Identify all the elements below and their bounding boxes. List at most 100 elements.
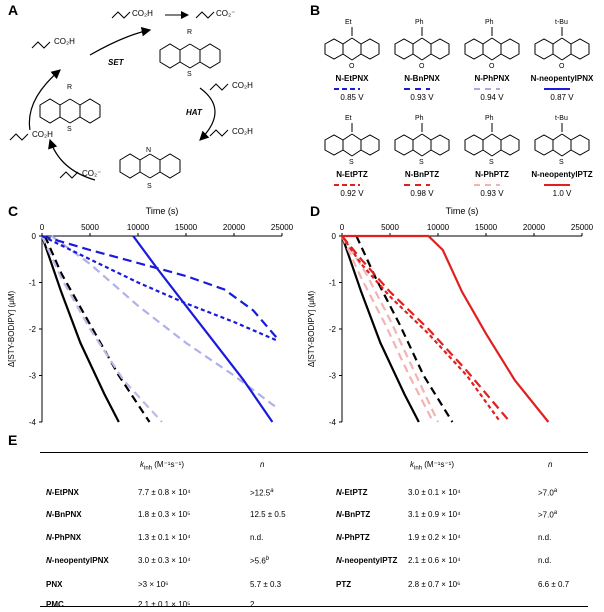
heteroatom-label: O xyxy=(349,63,355,70)
series-line-2 xyxy=(41,235,163,423)
svg-text:N: N xyxy=(146,147,151,154)
row-kinh: >3 × 10⁶ xyxy=(138,580,169,589)
acid-label-2: CO₂⁻ xyxy=(216,9,235,18)
row-name: PTZ xyxy=(336,580,352,589)
y-axis-label: Δ[STY-BODIPY] (μM) xyxy=(307,291,316,368)
row-kinh: 1.8 ± 0.3 × 10⁵ xyxy=(138,510,191,519)
molecule-name: N-BnPTZ xyxy=(404,170,440,179)
acid-label-1: CO₂H xyxy=(132,9,153,18)
y-tick-label: 0 xyxy=(32,232,37,241)
x-tick-label: 20000 xyxy=(523,223,546,232)
header-n-right: n xyxy=(548,460,553,469)
svg-text:R: R xyxy=(67,84,72,91)
molecule-7: t-Bu S xyxy=(534,115,590,166)
set-label: SET xyxy=(108,58,125,67)
header-kinh-right: kinh (M⁻¹s⁻¹) xyxy=(410,460,455,472)
svg-text:CO₂⁻: CO₂⁻ xyxy=(82,169,101,178)
row-n: n.d. xyxy=(538,556,552,565)
series-line-3 xyxy=(50,235,278,409)
table-bottom-rule xyxy=(40,606,588,607)
hat-label: HAT xyxy=(186,108,203,117)
row-n: >12.5a xyxy=(250,488,274,498)
y-axis-label: Δ[STY-BODIPY] (μM) xyxy=(7,291,16,368)
x-tick-label: 0 xyxy=(40,223,45,232)
substituent-label: t-Bu xyxy=(555,115,568,122)
oxidation-potential: 0.92 V xyxy=(340,189,364,198)
x-tick-label: 5000 xyxy=(81,223,99,232)
molecule-1: Ph O xyxy=(394,19,450,70)
panel-label-b: B xyxy=(310,2,321,18)
x-tick-label: 10000 xyxy=(127,223,150,232)
series-line-0 xyxy=(40,235,120,423)
heteroatom-label: S xyxy=(559,159,564,166)
molecule-name: N-neopentylPTZ xyxy=(531,170,593,179)
phenothiazine-radical-cation: R S xyxy=(159,29,221,78)
radical-acid-label: CO₂H xyxy=(54,37,75,46)
x-axis-label: Time (s) xyxy=(146,206,179,216)
row-n: 5.7 ± 0.3 xyxy=(250,580,282,589)
molecule-name: N-PhPTZ xyxy=(475,170,509,179)
oxidation-potential: 0.93 V xyxy=(480,189,504,198)
oxidation-potential: 0.85 V xyxy=(340,93,364,102)
row-name: PMC xyxy=(46,600,64,609)
substituent-label: Ph xyxy=(485,19,494,26)
svg-text:CO₂H: CO₂H xyxy=(32,130,53,139)
y-tick-label: -2 xyxy=(329,325,337,334)
row-name: N-neopentylPNX xyxy=(46,556,109,565)
x-tick-label: 0 xyxy=(340,223,345,232)
row-name: N-BnPTZ xyxy=(336,510,371,519)
y-tick-label: -3 xyxy=(329,372,337,381)
svg-text:S: S xyxy=(147,183,152,190)
y-tick-label: 0 xyxy=(332,232,337,241)
series-line-1 xyxy=(355,235,454,423)
molecule-name: N-EtPNX xyxy=(335,74,369,83)
x-tick-label: 25000 xyxy=(271,223,294,232)
legend-swatch xyxy=(474,88,500,90)
row-name: N-EtPTZ xyxy=(336,488,368,497)
oxidation-potential: 1.0 V xyxy=(552,189,572,198)
heteroatom-label: S xyxy=(349,159,354,166)
molecule-4: Et S xyxy=(324,115,380,166)
substituent-label: Ph xyxy=(485,115,494,122)
row-n: n.d. xyxy=(250,533,264,542)
heteroatom-label: O xyxy=(489,63,495,70)
chart-d: Time (s) Δ[STY-BODIPY] (μM) 0 5000 10000 1500… xyxy=(307,206,594,427)
y-tick-label: -4 xyxy=(29,418,37,427)
substituent-label: Et xyxy=(345,115,352,122)
row-kinh: 1.3 ± 0.1 × 10⁴ xyxy=(138,533,191,542)
svg-text:S: S xyxy=(187,71,192,78)
legend-swatch xyxy=(544,184,570,186)
reaction-scheme: CO₂H CO₂⁻ CO₂H SET R S HAT CO₂H CO₂H N S… xyxy=(9,9,253,190)
oxidation-potential: 0.93 V xyxy=(410,93,434,102)
series-line-6 xyxy=(132,235,274,423)
header-kinh-left: kinh (M⁻¹s⁻¹) xyxy=(140,460,185,472)
panel-label-d: D xyxy=(310,203,321,219)
x-axis-label: Time (s) xyxy=(446,206,479,216)
series-line-5 xyxy=(341,235,511,423)
row-kinh: 2.1 ± 0.6 × 10⁴ xyxy=(408,556,461,565)
row-name: N-PhPTZ xyxy=(336,533,370,542)
panel-label-c: C xyxy=(8,203,19,219)
x-tick-label: 10000 xyxy=(427,223,450,232)
series-line-0 xyxy=(340,235,420,423)
row-kinh: 7.7 ± 0.8 × 10⁴ xyxy=(138,488,191,497)
svg-text:CO₂H: CO₂H xyxy=(232,81,253,90)
series-line-3 xyxy=(341,235,439,423)
x-tick-label: 25000 xyxy=(571,223,594,232)
row-name: N-PhPNX xyxy=(46,533,82,542)
legend-swatch xyxy=(404,88,430,90)
legend-swatch xyxy=(334,184,360,186)
molecule-0: Et O xyxy=(324,19,380,70)
row-n: >7.0a xyxy=(538,510,558,520)
molecule-2: Ph O xyxy=(464,19,520,70)
panel-label-a: A xyxy=(8,2,19,18)
legend-swatch xyxy=(544,88,570,90)
heteroatom-label: O xyxy=(419,63,425,70)
molecule-name: N-neopentylPNX xyxy=(530,74,594,83)
molecule-6: Ph S xyxy=(464,115,520,166)
series-line-4 xyxy=(341,235,502,423)
x-tick-label: 20000 xyxy=(223,223,246,232)
substituent-label: Et xyxy=(345,19,352,26)
y-tick-label: -1 xyxy=(29,279,37,288)
molecule-3: t-Bu O xyxy=(534,19,590,70)
